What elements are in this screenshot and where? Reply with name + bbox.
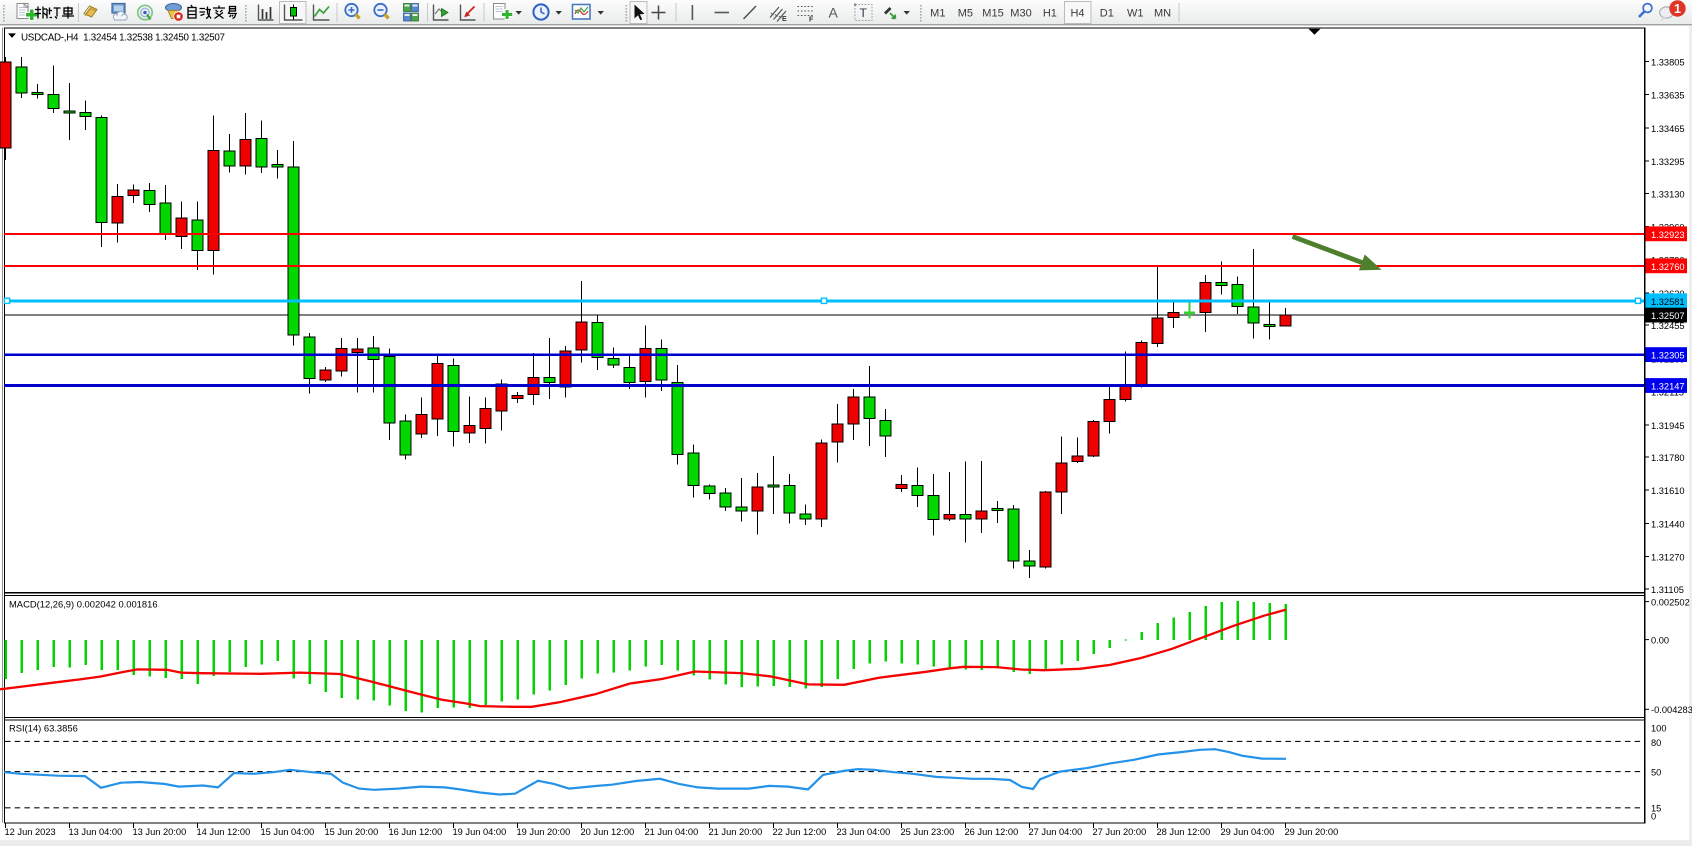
svg-text:H4: H4 [1070, 8, 1084, 20]
svg-text:W1: W1 [1127, 8, 1144, 20]
svg-text:MN: MN [1154, 8, 1171, 20]
svg-text:0.002502: 0.002502 [1651, 597, 1690, 607]
svg-text:12 Jun 2023: 12 Jun 2023 [5, 827, 56, 837]
svg-text:1.32455: 1.32455 [1651, 321, 1685, 331]
svg-text:80: 80 [1651, 738, 1661, 748]
svg-text:-0.004283: -0.004283 [1651, 705, 1692, 715]
svg-text:A: A [829, 5, 839, 21]
svg-text:1.32581: 1.32581 [1651, 297, 1685, 307]
svg-text:1.31105: 1.31105 [1651, 585, 1684, 595]
svg-text:29 Jun 04:00: 29 Jun 04:00 [1221, 827, 1275, 837]
svg-text:1.32507: 1.32507 [1651, 311, 1685, 321]
svg-text:15: 15 [1651, 804, 1661, 814]
svg-text:15 Jun 04:00: 15 Jun 04:00 [261, 827, 315, 837]
svg-text:E: E [782, 16, 787, 23]
svg-text:26 Jun 12:00: 26 Jun 12:00 [965, 827, 1019, 837]
svg-text:M30: M30 [1010, 8, 1031, 20]
svg-text:22 Jun 12:00: 22 Jun 12:00 [773, 827, 827, 837]
svg-text:1.32305: 1.32305 [1651, 351, 1685, 361]
svg-text:25 Jun 23:00: 25 Jun 23:00 [901, 827, 955, 837]
svg-text:15 Jun 20:00: 15 Jun 20:00 [325, 827, 379, 837]
svg-text:M1: M1 [930, 8, 945, 20]
svg-text:1.32147: 1.32147 [1651, 382, 1685, 392]
svg-text:21 Jun 20:00: 21 Jun 20:00 [709, 827, 763, 837]
svg-text:19 Jun 20:00: 19 Jun 20:00 [517, 827, 571, 837]
svg-text:50: 50 [1651, 768, 1661, 778]
svg-text:1.31945: 1.31945 [1651, 421, 1685, 431]
svg-text:M5: M5 [958, 8, 973, 20]
svg-text:13 Jun 20:00: 13 Jun 20:00 [133, 827, 187, 837]
svg-text:MACD(12,26,9) 0.002042 0.00181: MACD(12,26,9) 0.002042 0.001816 [9, 598, 158, 609]
svg-text:1.31440: 1.31440 [1651, 519, 1685, 529]
svg-text:1.33635: 1.33635 [1651, 91, 1685, 101]
svg-text:0: 0 [1651, 811, 1656, 821]
svg-text:1.31610: 1.31610 [1651, 486, 1685, 496]
svg-text:RSI(14) 63.3856: RSI(14) 63.3856 [9, 722, 78, 733]
svg-text:20 Jun 12:00: 20 Jun 12:00 [581, 827, 635, 837]
svg-text:100: 100 [1651, 723, 1667, 733]
svg-text:1.32760: 1.32760 [1651, 262, 1685, 272]
svg-text:1.31270: 1.31270 [1651, 553, 1685, 563]
svg-text:29 Jun 20:00: 29 Jun 20:00 [1285, 827, 1339, 837]
svg-text:19 Jun 04:00: 19 Jun 04:00 [453, 827, 507, 837]
svg-text:13 Jun 04:00: 13 Jun 04:00 [69, 827, 123, 837]
svg-text:1.33130: 1.33130 [1651, 189, 1685, 199]
svg-text:1.32923: 1.32923 [1651, 230, 1685, 240]
svg-text:1.33805: 1.33805 [1651, 58, 1685, 68]
svg-text:1.33295: 1.33295 [1651, 157, 1685, 167]
svg-text:D1: D1 [1100, 8, 1114, 20]
svg-text:1.31780: 1.31780 [1651, 453, 1685, 463]
svg-text:27 Jun 20:00: 27 Jun 20:00 [1093, 827, 1147, 837]
svg-text:M15: M15 [982, 8, 1003, 20]
svg-text:T: T [860, 6, 868, 20]
svg-text:F: F [809, 17, 814, 24]
svg-text:1.33465: 1.33465 [1651, 124, 1685, 134]
svg-text:23 Jun 04:00: 23 Jun 04:00 [837, 827, 891, 837]
svg-text:USDCAD-,H4 1.32454 1.32538 1.: USDCAD-,H4 1.32454 1.32538 1.32450 1.325… [21, 32, 225, 43]
svg-text:1: 1 [1674, 2, 1681, 16]
svg-text:14 Jun 12:00: 14 Jun 12:00 [197, 827, 251, 837]
svg-text:H1: H1 [1043, 8, 1057, 20]
svg-text:16 Jun 12:00: 16 Jun 12:00 [389, 827, 443, 837]
svg-text:0.00: 0.00 [1651, 635, 1669, 645]
svg-text:28 Jun 12:00: 28 Jun 12:00 [1157, 827, 1211, 837]
svg-text:27 Jun 04:00: 27 Jun 04:00 [1029, 827, 1083, 837]
svg-text:21 Jun 04:00: 21 Jun 04:00 [645, 827, 699, 837]
